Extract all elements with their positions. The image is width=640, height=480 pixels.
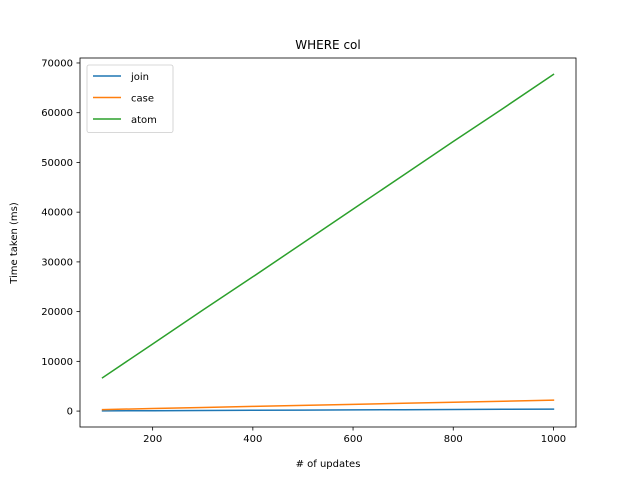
series-line-case: [101, 399, 555, 411]
axes-frame: [79, 57, 577, 428]
x-tick-label: 800: [444, 434, 463, 445]
x-tick-label: 1000: [541, 434, 566, 445]
y-tick-label: 30000: [41, 257, 73, 268]
y-tick-label: 60000: [41, 108, 73, 119]
y-tick-label: 10000: [41, 357, 73, 368]
x-axis-label: # of updates: [296, 459, 361, 470]
y-tick-label: 70000: [41, 58, 73, 69]
plot-area: [101, 73, 555, 412]
y-tick-label: 50000: [41, 158, 73, 169]
legend-box: [86, 64, 174, 133]
legend: join case atom: [86, 64, 174, 133]
series-line-atom: [101, 73, 555, 379]
y-tick-label: 20000: [41, 307, 73, 318]
legend-label-join: join: [130, 72, 149, 83]
x-tick-label: 400: [243, 434, 262, 445]
y-tick-label: 40000: [41, 208, 73, 219]
x-tick-label: 600: [344, 434, 363, 445]
series-line-join: [101, 408, 555, 412]
x-tick-label: 200: [143, 434, 162, 445]
legend-label-case: case: [131, 94, 154, 105]
chart-title: WHERE col: [295, 38, 360, 52]
legend-label-atom: atom: [131, 115, 157, 126]
axes: 200 400 600 800 1000010000200003000040000500…: [41, 57, 577, 445]
y-axis-label: Time taken (ms): [9, 202, 20, 285]
y-tick-label: 0: [67, 407, 73, 418]
